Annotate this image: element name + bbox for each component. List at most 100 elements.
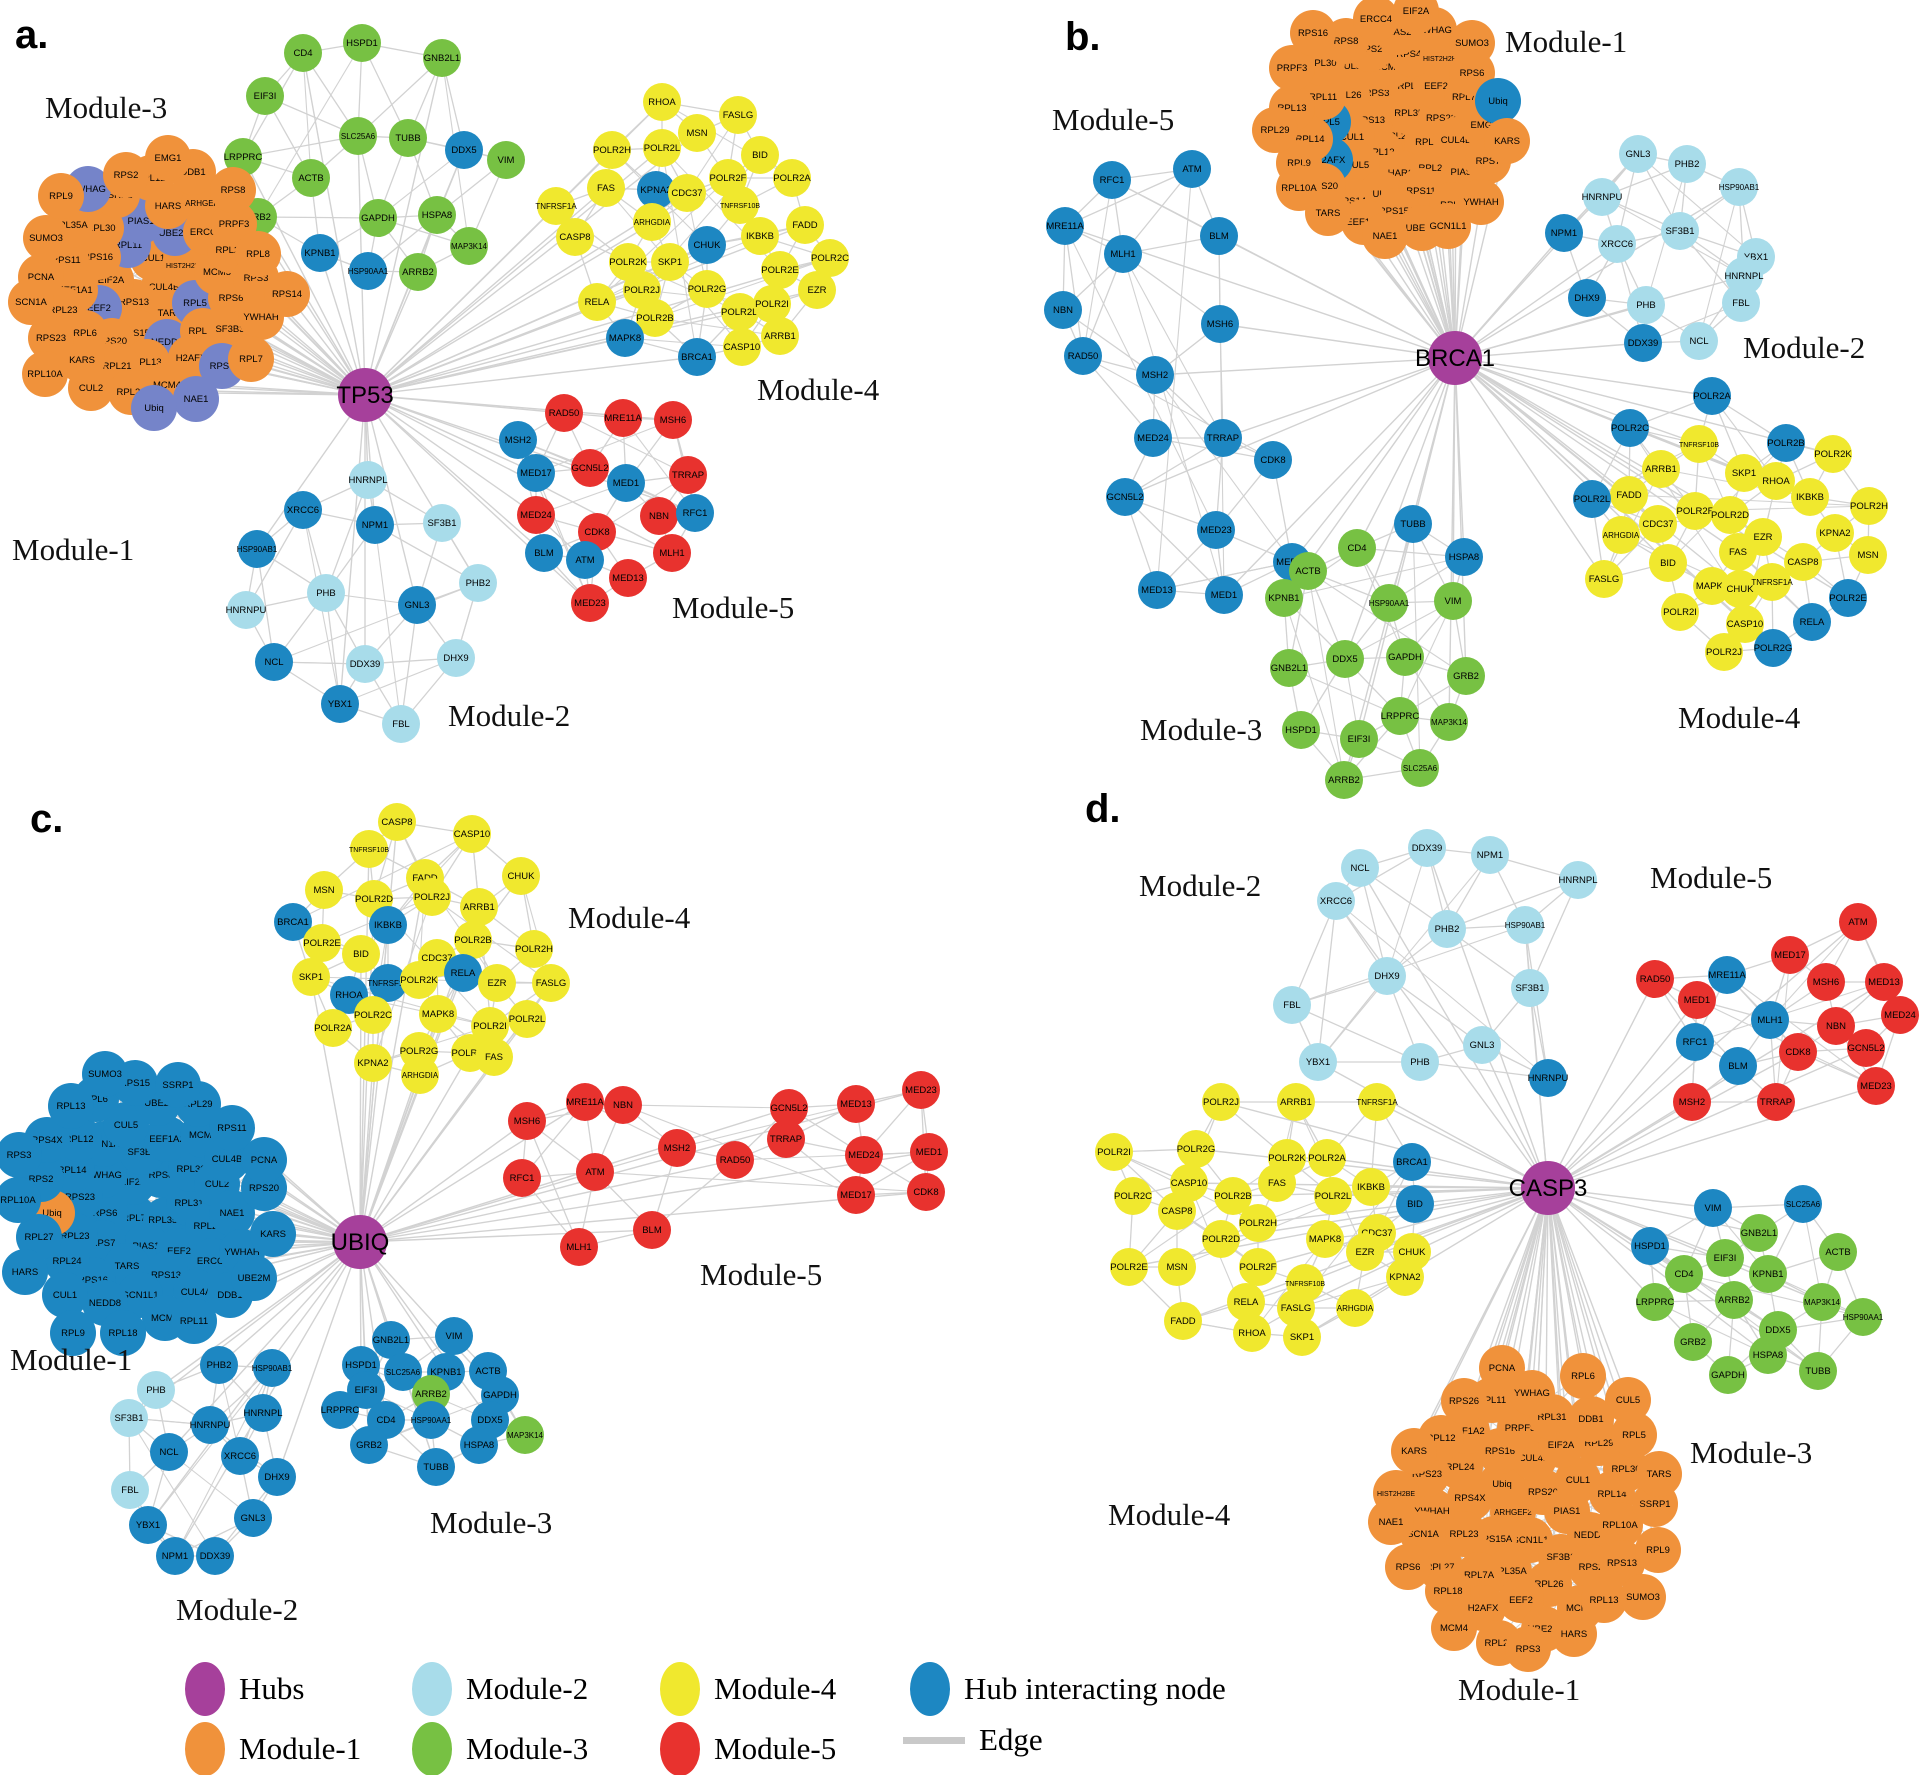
node-HSPA8[interactable]: HSPA8 [460,1426,498,1464]
node-BID[interactable]: BID [342,935,380,973]
node-HSPA8[interactable]: HSPA8 [418,196,456,234]
node-LRPPRC[interactable]: LRPPRC [1381,697,1420,735]
node-POLR2L[interactable]: POLR2L [643,129,681,167]
node-MAPK8[interactable]: MAPK8 [1306,1220,1344,1258]
node-SF3B1[interactable]: SF3B1 [1661,212,1699,250]
node-SSRP1[interactable]: SSRP1 [155,1062,201,1108]
node-GNL3[interactable]: GNL3 [1463,1026,1501,1064]
node-MSN[interactable]: MSN [305,871,343,909]
node-MED23[interactable]: MED23 [902,1071,940,1109]
node-POLR2A[interactable]: POLR2A [1693,377,1731,415]
node-CUL1[interactable]: CUL1 [42,1272,88,1318]
node-SLC25A6[interactable]: SLC25A6 [1401,749,1439,787]
node-POLR2E[interactable]: POLR2E [303,924,341,962]
node-GRB2[interactable]: GRB2 [1447,657,1485,695]
node-CASP8[interactable]: CASP8 [1158,1192,1196,1230]
node-POLR2A[interactable]: POLR2A [314,1009,352,1047]
node-KARS[interactable]: KARS [1484,118,1530,164]
node-MSN[interactable]: MSN [1849,536,1887,574]
node-RAD50[interactable]: RAD50 [1636,960,1674,998]
node-PHB[interactable]: PHB [137,1371,175,1409]
node-MLH1[interactable]: MLH1 [560,1228,598,1266]
node-Ubiq[interactable]: Ubiq [131,385,177,431]
node-DHX9[interactable]: DHX9 [1568,279,1606,317]
node-RPL10A[interactable]: RPL10A [22,351,68,397]
node-POLR2J[interactable]: POLR2J [1705,633,1743,671]
node-RPL7[interactable]: RPL7 [228,336,274,382]
node-MRE11A[interactable]: MRE11A [604,399,642,437]
node-DDX39[interactable]: DDX39 [1624,324,1662,362]
node-HNRNPL[interactable]: HNRNPL [348,461,388,499]
node-MED24[interactable]: MED24 [1881,996,1919,1034]
node-BID[interactable]: BID [741,136,779,174]
node-MSH6[interactable]: MSH6 [1201,305,1239,343]
node-SLC25A6[interactable]: SLC25A6 [1784,1185,1822,1223]
node-RPL9[interactable]: RPL9 [38,173,84,219]
node-TNFRSF1A[interactable]: TNFRSF1A [1356,1083,1398,1121]
node-DHX9[interactable]: DHX9 [258,1458,296,1496]
node-HSPA8[interactable]: HSPA8 [1445,538,1483,576]
node-SKP1[interactable]: SKP1 [292,958,330,996]
node-RPL9[interactable]: RPL9 [50,1310,96,1356]
node-POLR2G[interactable]: POLR2G [688,270,727,308]
node-NAE1[interactable]: NAE1 [173,376,219,422]
node-RFC1[interactable]: RFC1 [1093,161,1131,199]
node-ARRB1[interactable]: ARRB1 [761,317,799,355]
node-RPS26[interactable]: RPS26 [1441,1378,1487,1424]
node-ARRB2[interactable]: ARRB2 [1715,1281,1753,1319]
node-BLM[interactable]: BLM [525,534,563,572]
node-MED17[interactable]: MED17 [1771,936,1809,974]
node-MED24[interactable]: MED24 [845,1136,883,1174]
node-POLR2F[interactable]: POLR2F [1676,492,1714,530]
node-GRB2[interactable]: GRB2 [1674,1323,1712,1361]
node-POLR2F[interactable]: POLR2F [1239,1248,1277,1286]
node-RPL13[interactable]: RPL13 [48,1083,94,1129]
node-CASP10[interactable]: CASP10 [723,328,761,366]
node-FBL[interactable]: FBL [1273,986,1311,1024]
node-MSH6[interactable]: MSH6 [1807,963,1845,1001]
node-POLR2J[interactable]: POLR2J [1202,1083,1240,1121]
node-DDX39[interactable]: DDX39 [196,1537,234,1575]
node-SLC25A6[interactable]: SLC25A6 [339,117,377,155]
node-NBN[interactable]: NBN [640,497,678,535]
node-BLM[interactable]: BLM [1200,217,1238,255]
node-KARS[interactable]: KARS [250,1211,296,1257]
node-GAPDH[interactable]: GAPDH [1709,1356,1747,1394]
node-NCL[interactable]: NCL [1680,322,1718,360]
node-MED13[interactable]: MED13 [1138,571,1176,609]
node-FASLG[interactable]: FASLG [719,96,757,134]
node-RHOA[interactable]: RHOA [1757,462,1795,500]
node-BLM[interactable]: BLM [633,1211,671,1249]
node-FAS[interactable]: FAS [475,1038,513,1076]
node-HSPD1[interactable]: HSPD1 [1631,1227,1669,1265]
node-DDX39[interactable]: DDX39 [1408,829,1446,867]
node-SCN1A[interactable]: SCN1A [8,279,54,325]
node-MED1[interactable]: MED1 [1678,981,1716,1019]
node-HSP90AB1[interactable]: HSP90AB1 [237,530,278,568]
node-MLH1[interactable]: MLH1 [1751,1001,1789,1039]
node-RELA[interactable]: RELA [444,954,482,992]
node-MED23[interactable]: MED23 [571,584,609,622]
node-POLR2K[interactable]: POLR2K [1814,435,1852,473]
node-ARRB1[interactable]: ARRB1 [1277,1083,1315,1121]
node-RPL10A[interactable]: RPL10A [1276,165,1322,211]
node-RPL9[interactable]: RPL9 [1635,1527,1681,1573]
node-SF3B1[interactable]: SF3B1 [1511,969,1549,1007]
node-MLH1[interactable]: MLH1 [1104,235,1142,273]
node-RPS16[interactable]: RPS16 [1290,10,1336,56]
node-IKBKB[interactable]: IKBKB [1791,478,1829,516]
node-RPS8[interactable]: RPS8 [210,167,256,213]
node-MAP3K14[interactable]: MAP3K14 [1803,1283,1841,1321]
node-ATM[interactable]: ATM [1839,903,1877,941]
node-BRCA1[interactable]: BRCA1 [1393,1143,1431,1181]
node-MRE11A[interactable]: MRE11A [1708,956,1746,994]
node-EMG1[interactable]: EMG1 [145,135,191,181]
node-POLR2G[interactable]: POLR2G [1754,629,1793,667]
node-RAD50[interactable]: RAD50 [716,1141,754,1179]
node-FADD[interactable]: FADD [1164,1302,1202,1340]
node-CHUK[interactable]: CHUK [1721,570,1759,608]
node-FBL[interactable]: FBL [111,1471,149,1509]
node-RFC1[interactable]: RFC1 [1676,1023,1714,1061]
node-HSP90AA1[interactable]: HSP90AA1 [348,252,389,290]
node-GCN5L2[interactable]: GCN5L2 [1847,1029,1885,1067]
